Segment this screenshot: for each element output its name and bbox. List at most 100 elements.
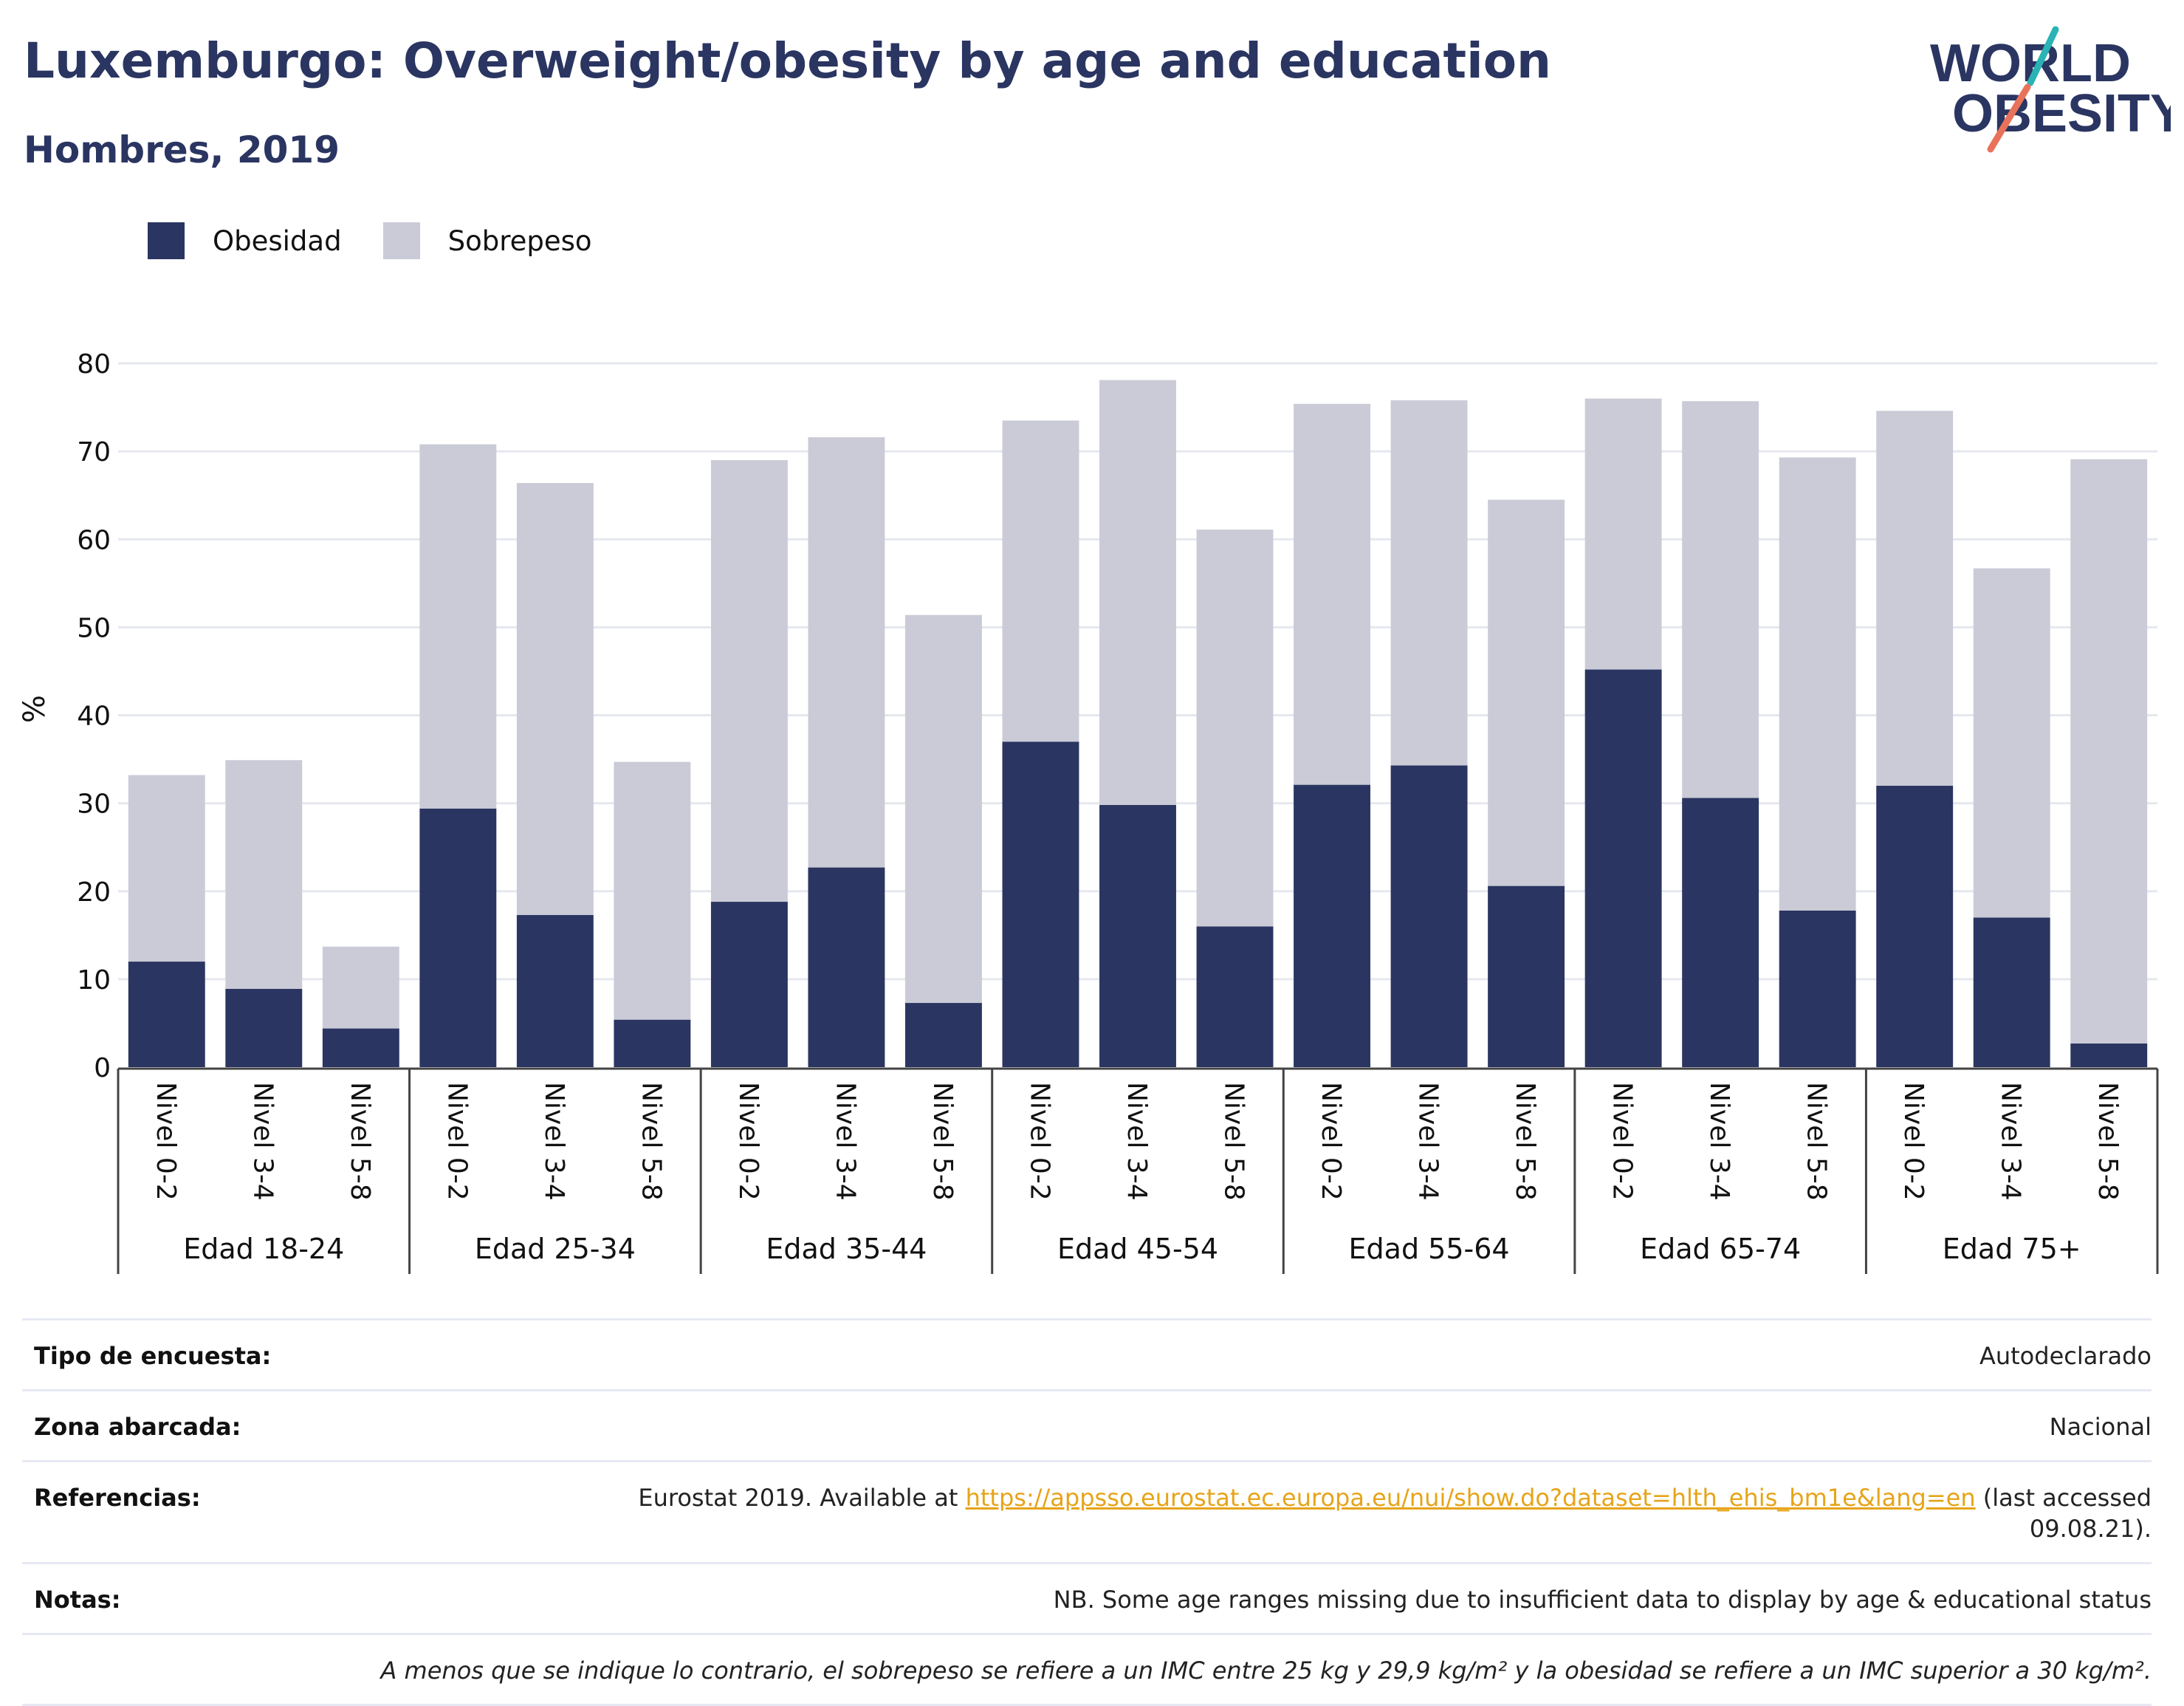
bar-obesidad[interactable]	[419, 808, 497, 1067]
x-tick-label: Nivel 3-4	[830, 1082, 860, 1201]
bar-obesidad[interactable]	[1584, 669, 1662, 1067]
bar-sobrepeso[interactable]	[1099, 380, 1176, 806]
y-tick-label: 10	[77, 965, 111, 996]
info-row-footnote: A menos que se indique lo contrario, el …	[22, 1633, 2152, 1706]
bar-sobrepeso[interactable]	[808, 437, 885, 868]
chart-subtitle: Hombres, 2019	[24, 129, 340, 171]
x-tick-label: Nivel 3-4	[1704, 1082, 1734, 1201]
bar-sobrepeso[interactable]	[1779, 457, 1856, 911]
bar-sobrepeso[interactable]	[614, 761, 691, 1020]
y-tick-label: 40	[77, 702, 111, 732]
legend-item-obesidad[interactable]: Obesidad	[148, 222, 342, 259]
x-tick-label: Nivel 3-4	[1122, 1082, 1152, 1201]
info-row-survey: Tipo de encuesta: Autodeclarado	[22, 1318, 2152, 1389]
bar-obesidad[interactable]	[710, 902, 788, 1067]
bar-sobrepeso[interactable]	[322, 946, 399, 1029]
bar-sobrepeso[interactable]	[516, 483, 594, 915]
bar-sobrepeso[interactable]	[1876, 411, 1954, 786]
bar-obesidad[interactable]	[1488, 885, 1565, 1067]
y-tick-label: 80	[77, 349, 111, 380]
x-tick-label: Nivel 5-8	[1219, 1082, 1249, 1201]
bar-sobrepeso[interactable]	[1390, 400, 1468, 766]
survey-type-label: Tipo de encuesta:	[34, 1342, 272, 1370]
logo-text-line2: OBESITY	[1952, 84, 2171, 143]
bar-obesidad[interactable]	[1099, 805, 1176, 1067]
bar-sobrepeso[interactable]	[128, 775, 205, 962]
group-label: Edad 35-44	[766, 1233, 927, 1265]
chart-title: Luxemburgo: Overweight/obesity by age an…	[24, 32, 1552, 89]
bar-obesidad[interactable]	[322, 1028, 399, 1067]
legend-item-sobrepeso[interactable]: Sobrepeso	[382, 222, 592, 259]
stacked-bar-chart: 0 10 20 30 40 50 60 70 80 Nivel 0-2 Nivel 3-4 Nivel…	[18, 349, 2159, 1274]
x-tick-label: Nivel 0-2	[1024, 1082, 1054, 1201]
footnote: A menos que se indique lo contrario, el …	[380, 1657, 2152, 1685]
x-tick-label: Nivel 5-8	[1802, 1082, 1832, 1201]
survey-type-value: Autodeclarado	[1979, 1342, 2152, 1370]
x-tick-label: Nivel 5-8	[1510, 1082, 1540, 1201]
bar-sobrepeso[interactable]	[225, 760, 303, 989]
bar-sobrepeso[interactable]	[1488, 499, 1565, 886]
references-link[interactable]: https://appsso.eurostat.ec.europa.eu/nui…	[965, 1484, 1976, 1512]
group-label: Edad 65-74	[1640, 1233, 1801, 1265]
info-table: Tipo de encuesta: Autodeclarado Zona aba…	[22, 1318, 2152, 1706]
references-value: Eurostat 2019. Available at https://apps…	[638, 1482, 2152, 1544]
bar-sobrepeso[interactable]	[1584, 398, 1662, 670]
references-label: Referencias:	[34, 1484, 201, 1512]
y-tick-label: 70	[77, 437, 111, 467]
x-tick-label: Nivel 0-2	[1898, 1082, 1929, 1201]
x-tick-label: Nivel 0-2	[733, 1082, 763, 1201]
group-label: Edad 25-34	[475, 1233, 636, 1265]
x-tick-label: Nivel 5-8	[345, 1082, 375, 1201]
bar-sobrepeso[interactable]	[710, 460, 788, 902]
x-tick-label: Nivel 3-4	[247, 1082, 278, 1201]
bar-sobrepeso[interactable]	[1196, 530, 1274, 927]
bar-sobrepeso[interactable]	[419, 444, 497, 809]
x-tick-label: Nivel 3-4	[539, 1082, 569, 1201]
bar-obesidad[interactable]	[1682, 798, 1759, 1067]
bar-obesidad[interactable]	[225, 988, 303, 1067]
bar-obesidad[interactable]	[1973, 917, 2050, 1067]
x-tick-label: Nivel 5-8	[927, 1082, 958, 1201]
bar-obesidad[interactable]	[614, 1019, 691, 1067]
info-row-notes: Notas: NB. Some age ranges missing due t…	[22, 1562, 2152, 1633]
x-tick-label: Nivel 3-4	[1413, 1082, 1443, 1201]
bar-obesidad[interactable]	[1294, 784, 1370, 1067]
bar-sobrepeso[interactable]	[1002, 420, 1079, 742]
bar-sobrepeso[interactable]	[905, 614, 982, 1004]
notes-value: NB. Some age ranges missing due to insuf…	[1053, 1586, 2152, 1614]
bar-obesidad[interactable]	[2070, 1043, 2148, 1067]
bar-sobrepeso[interactable]	[1973, 568, 2050, 918]
logo-slash-coral	[1987, 83, 2031, 153]
group-label: Edad 75+	[1943, 1233, 2081, 1265]
info-row-references: Referencias: Eurostat 2019. Available at…	[22, 1460, 2152, 1562]
x-tick-label: Nivel 0-2	[1607, 1082, 1638, 1201]
bar-obesidad[interactable]	[128, 962, 205, 1067]
bar-sobrepeso[interactable]	[1682, 401, 1759, 798]
bar-sobrepeso[interactable]	[1294, 403, 1370, 785]
references-prefix: Eurostat 2019. Available at	[638, 1484, 966, 1512]
bar-obesidad[interactable]	[1876, 785, 1954, 1067]
area-label: Zona abarcada:	[34, 1413, 241, 1441]
bar-obesidad[interactable]	[1390, 765, 1468, 1067]
references-date: 09.08.21).	[2029, 1515, 2152, 1543]
legend-swatch-sobrepeso	[382, 222, 420, 259]
bar-obesidad[interactable]	[1779, 910, 1856, 1067]
group-label: Edad 55-64	[1349, 1233, 1510, 1265]
bar-obesidad[interactable]	[905, 1003, 982, 1067]
bar-obesidad[interactable]	[516, 914, 594, 1067]
y-tick-label: 20	[77, 877, 111, 908]
group-label: Edad 18-24	[183, 1233, 344, 1265]
logo-slash-teal	[2027, 26, 2059, 86]
world-obesity-logo: WORLD OBESITY	[1930, 26, 2171, 153]
x-tick-label: Nivel 5-8	[2092, 1082, 2123, 1201]
group-label: Edad 45-54	[1057, 1233, 1218, 1265]
chart-legend: Obesidad Sobrepeso	[148, 220, 633, 261]
legend-swatch-obesidad	[148, 222, 185, 259]
bar-obesidad[interactable]	[1196, 926, 1274, 1067]
bar-obesidad[interactable]	[808, 867, 885, 1067]
y-tick-label: 0	[94, 1053, 111, 1083]
y-axis-label: %	[18, 695, 52, 723]
bar-sobrepeso[interactable]	[2070, 459, 2148, 1044]
y-tick-label: 30	[77, 789, 111, 820]
bar-obesidad[interactable]	[1002, 741, 1079, 1067]
